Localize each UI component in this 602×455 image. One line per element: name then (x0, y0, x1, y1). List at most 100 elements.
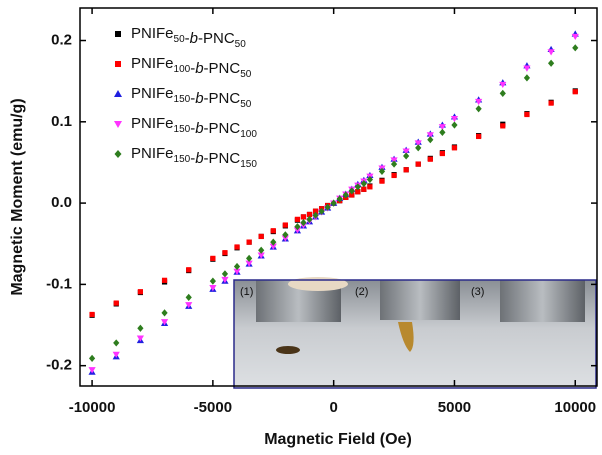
point (414, 140, 422, 147)
point (233, 268, 241, 275)
plot-frame (79, 7, 598, 387)
point (88, 354, 96, 362)
point (360, 179, 367, 188)
point (500, 123, 506, 129)
point (300, 214, 307, 220)
point (270, 238, 277, 246)
point (330, 199, 337, 207)
legend-label: PNIFe50-b-PNC50 (131, 25, 246, 50)
point (572, 89, 578, 95)
point (282, 222, 288, 228)
point (415, 161, 421, 167)
sample (276, 346, 300, 354)
legend-label: PNIFe150-b-PNC50 (131, 85, 252, 110)
point (269, 243, 277, 250)
series (89, 89, 578, 318)
inset-label: (3) (471, 286, 484, 298)
point (403, 152, 410, 160)
point (354, 183, 361, 191)
legend-marker (114, 90, 122, 97)
magnet (500, 280, 585, 322)
point (475, 105, 482, 113)
point (451, 145, 458, 151)
point (137, 289, 143, 295)
point (324, 203, 331, 211)
x-tick-label: -10000 (69, 399, 116, 416)
point (113, 339, 120, 347)
point (89, 311, 95, 318)
y-tick-label: 0.1 (51, 113, 72, 130)
y-tick-label: -0.1 (46, 275, 72, 292)
point (281, 235, 289, 242)
point (186, 267, 192, 273)
point (476, 133, 482, 140)
point (450, 115, 459, 123)
sample (398, 322, 414, 352)
point (88, 367, 96, 374)
point (136, 335, 144, 342)
point (185, 293, 192, 301)
point (258, 246, 265, 254)
point (185, 302, 193, 309)
point (523, 74, 531, 82)
point (367, 184, 373, 190)
point (336, 195, 343, 203)
series (88, 33, 579, 374)
point (312, 211, 319, 219)
point (209, 277, 216, 285)
legend-marker (114, 150, 122, 158)
point (427, 156, 433, 162)
x-axis-title: Magnetic Field (Oe) (264, 431, 412, 448)
inset-label: (1) (240, 286, 253, 298)
point (246, 254, 253, 262)
point (524, 111, 530, 118)
x-tick-label: 5000 (438, 399, 471, 416)
x-tick-label: -5000 (194, 399, 232, 416)
point (306, 211, 313, 218)
point (221, 270, 229, 278)
point (113, 300, 119, 306)
point (318, 207, 325, 215)
inset-frame (233, 279, 597, 389)
point (390, 160, 398, 168)
point (209, 285, 217, 292)
inset-photo: (1) (2) (3) (233, 277, 597, 389)
inset-label: (2) (355, 286, 368, 298)
y-tick-label: -0.2 (46, 357, 72, 374)
x-tick-label: 0 (329, 399, 337, 416)
point (475, 98, 483, 106)
point (348, 187, 355, 195)
point (294, 223, 301, 231)
legend-marker (115, 61, 121, 67)
point (378, 167, 386, 175)
point (246, 239, 252, 245)
point (160, 319, 169, 326)
point (161, 309, 168, 317)
legend-marker (115, 31, 121, 37)
point (426, 132, 434, 139)
point (293, 227, 302, 234)
point (571, 33, 579, 41)
point (547, 59, 555, 67)
point (270, 228, 276, 234)
point (402, 148, 410, 155)
point (257, 252, 265, 259)
finger (288, 277, 348, 291)
magnet (380, 280, 460, 320)
point (379, 178, 385, 184)
point (451, 121, 458, 129)
point (427, 136, 434, 144)
point (342, 191, 349, 199)
point (312, 208, 319, 214)
y-tick-label: 0.0 (51, 194, 72, 211)
point (221, 276, 229, 284)
legend-label: PNIFe150-b-PNC100 (131, 115, 257, 140)
point (366, 175, 374, 184)
point (306, 215, 313, 223)
point (391, 172, 397, 179)
point (547, 49, 555, 56)
point (572, 44, 579, 52)
point (245, 260, 253, 267)
point (234, 244, 240, 250)
